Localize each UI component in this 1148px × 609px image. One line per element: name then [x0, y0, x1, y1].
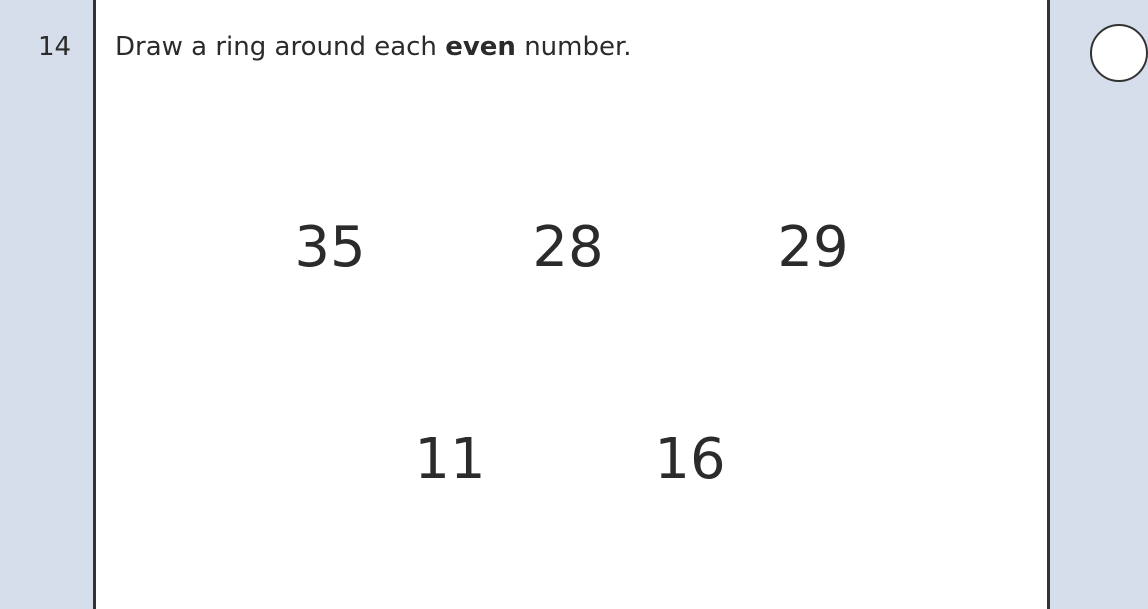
question-prompt: Draw a ring around each even number.: [115, 32, 632, 62]
number[interactable]: 29: [777, 215, 849, 280]
question-number: 14: [38, 32, 72, 62]
number[interactable]: 28: [532, 215, 604, 280]
left-rule: [93, 0, 96, 609]
number[interactable]: 16: [654, 427, 726, 492]
mark-circle: [1090, 24, 1148, 82]
number[interactable]: 35: [294, 215, 366, 280]
left-margin: [0, 0, 94, 609]
right-margin: [1049, 0, 1148, 609]
right-rule: [1047, 0, 1050, 609]
prompt-text: number.: [524, 32, 632, 62]
prompt-text: Draw a ring around each: [115, 32, 437, 62]
prompt-bold: even: [445, 32, 516, 62]
number[interactable]: 11: [414, 427, 486, 492]
